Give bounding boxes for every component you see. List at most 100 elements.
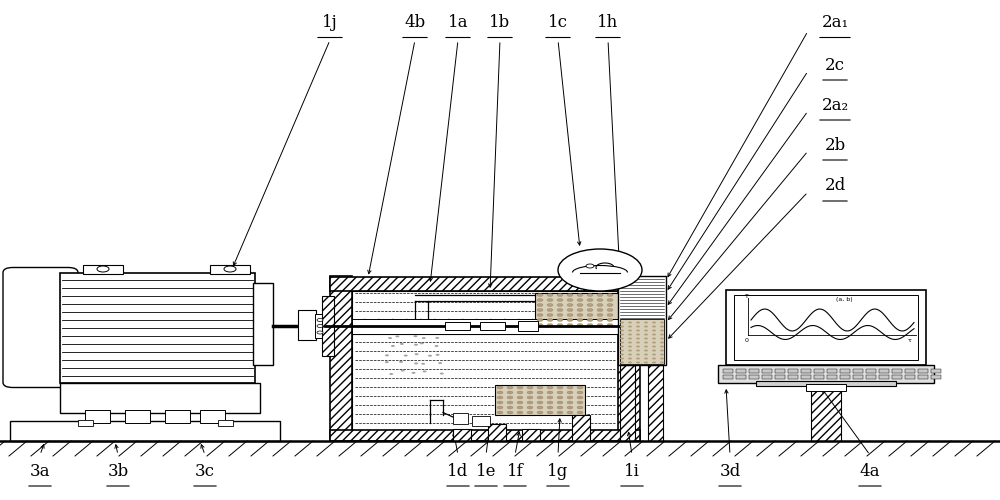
- Text: 0: 0: [745, 338, 749, 342]
- Circle shape: [391, 362, 395, 364]
- Circle shape: [517, 396, 523, 399]
- Circle shape: [440, 338, 444, 340]
- Circle shape: [587, 304, 593, 306]
- Circle shape: [607, 304, 613, 306]
- Bar: [723, 375, 733, 379]
- Circle shape: [644, 330, 648, 332]
- Text: (a, b): (a, b): [836, 297, 853, 302]
- Circle shape: [660, 362, 664, 364]
- Bar: [879, 368, 889, 372]
- Circle shape: [558, 249, 642, 291]
- Circle shape: [644, 322, 648, 324]
- Circle shape: [497, 401, 503, 404]
- Circle shape: [577, 298, 583, 302]
- Circle shape: [537, 406, 543, 409]
- Text: τ: τ: [908, 338, 912, 342]
- Circle shape: [660, 322, 664, 324]
- Circle shape: [517, 401, 523, 404]
- Circle shape: [607, 298, 613, 302]
- Bar: [218, 420, 233, 426]
- Circle shape: [421, 371, 425, 373]
- Circle shape: [97, 266, 109, 272]
- Text: 2a₁: 2a₁: [821, 14, 849, 31]
- Bar: [330, 430, 640, 441]
- Text: 1f: 1f: [507, 462, 523, 479]
- Circle shape: [636, 322, 640, 324]
- Circle shape: [439, 372, 443, 374]
- Circle shape: [439, 342, 443, 344]
- Bar: [330, 277, 640, 291]
- Text: 4a: 4a: [860, 462, 880, 479]
- Bar: [535, 292, 620, 328]
- Circle shape: [652, 350, 656, 352]
- Circle shape: [652, 354, 656, 356]
- Circle shape: [620, 358, 624, 360]
- Bar: [879, 375, 889, 379]
- Circle shape: [652, 334, 656, 336]
- Circle shape: [597, 318, 603, 322]
- Circle shape: [577, 314, 583, 316]
- Circle shape: [428, 338, 432, 340]
- Circle shape: [636, 350, 640, 352]
- Circle shape: [644, 342, 648, 344]
- Bar: [200, 410, 225, 422]
- Circle shape: [607, 294, 613, 296]
- Circle shape: [628, 330, 632, 332]
- Circle shape: [392, 346, 396, 348]
- Circle shape: [652, 338, 656, 340]
- Text: 1e: 1e: [476, 462, 496, 479]
- Bar: [488, 424, 506, 441]
- Circle shape: [577, 401, 583, 404]
- Circle shape: [547, 294, 553, 296]
- Circle shape: [628, 354, 632, 356]
- Circle shape: [636, 362, 640, 364]
- Circle shape: [660, 330, 664, 332]
- Circle shape: [636, 354, 640, 356]
- Bar: [840, 368, 850, 372]
- Circle shape: [567, 308, 573, 312]
- Circle shape: [527, 411, 533, 414]
- Circle shape: [507, 406, 513, 409]
- Circle shape: [567, 314, 573, 316]
- Circle shape: [620, 338, 624, 340]
- Bar: [60, 382, 260, 412]
- Bar: [814, 375, 824, 379]
- Circle shape: [547, 401, 553, 404]
- Circle shape: [636, 334, 640, 336]
- Circle shape: [567, 386, 573, 389]
- Bar: [78, 420, 93, 426]
- Circle shape: [547, 304, 553, 306]
- Text: 1a: 1a: [448, 14, 468, 31]
- Circle shape: [636, 358, 640, 360]
- Circle shape: [567, 318, 573, 322]
- Circle shape: [567, 298, 573, 302]
- Bar: [931, 375, 941, 379]
- Circle shape: [557, 406, 563, 409]
- Circle shape: [537, 314, 543, 316]
- Circle shape: [644, 338, 648, 340]
- Circle shape: [660, 354, 664, 356]
- Bar: [60, 272, 255, 382]
- Circle shape: [628, 342, 632, 344]
- Bar: [892, 368, 902, 372]
- Circle shape: [497, 391, 503, 394]
- Text: T: T: [745, 294, 749, 298]
- Circle shape: [577, 304, 583, 306]
- Circle shape: [388, 372, 392, 374]
- Text: 3a: 3a: [30, 462, 50, 479]
- Bar: [298, 310, 316, 340]
- Bar: [801, 375, 811, 379]
- Circle shape: [607, 314, 613, 316]
- Circle shape: [628, 362, 632, 364]
- Circle shape: [587, 298, 593, 302]
- Bar: [648, 365, 663, 441]
- Circle shape: [620, 362, 624, 364]
- Bar: [495, 385, 585, 415]
- Bar: [620, 365, 635, 441]
- Circle shape: [557, 411, 563, 414]
- Text: 1h: 1h: [597, 14, 619, 31]
- Circle shape: [547, 298, 553, 302]
- Text: 1c: 1c: [548, 14, 568, 31]
- Bar: [775, 375, 785, 379]
- Circle shape: [660, 342, 664, 344]
